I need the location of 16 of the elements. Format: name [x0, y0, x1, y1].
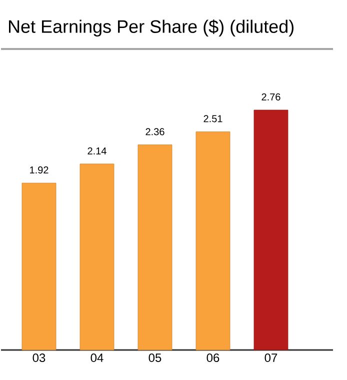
data-label: 2.14 [88, 147, 106, 154]
data-label: 2.51 [204, 115, 222, 122]
chart-title: Net Earnings Per Share ($) (diluted) [9, 19, 294, 37]
data-label: 2.76 [262, 93, 280, 100]
x-tick-label: 06 [206, 354, 220, 362]
x-tick-label: 03 [32, 354, 46, 362]
data-label: 2.36 [146, 128, 164, 136]
data-label: 1.92 [30, 166, 48, 174]
x-tick-label: 05 [148, 354, 162, 362]
x-tick-label: 04 [90, 354, 104, 362]
x-tick-label: 07 [264, 354, 278, 362]
bar [80, 164, 114, 350]
bar [254, 110, 288, 350]
bar [22, 182, 56, 350]
bar [138, 144, 172, 350]
bar [196, 132, 230, 350]
